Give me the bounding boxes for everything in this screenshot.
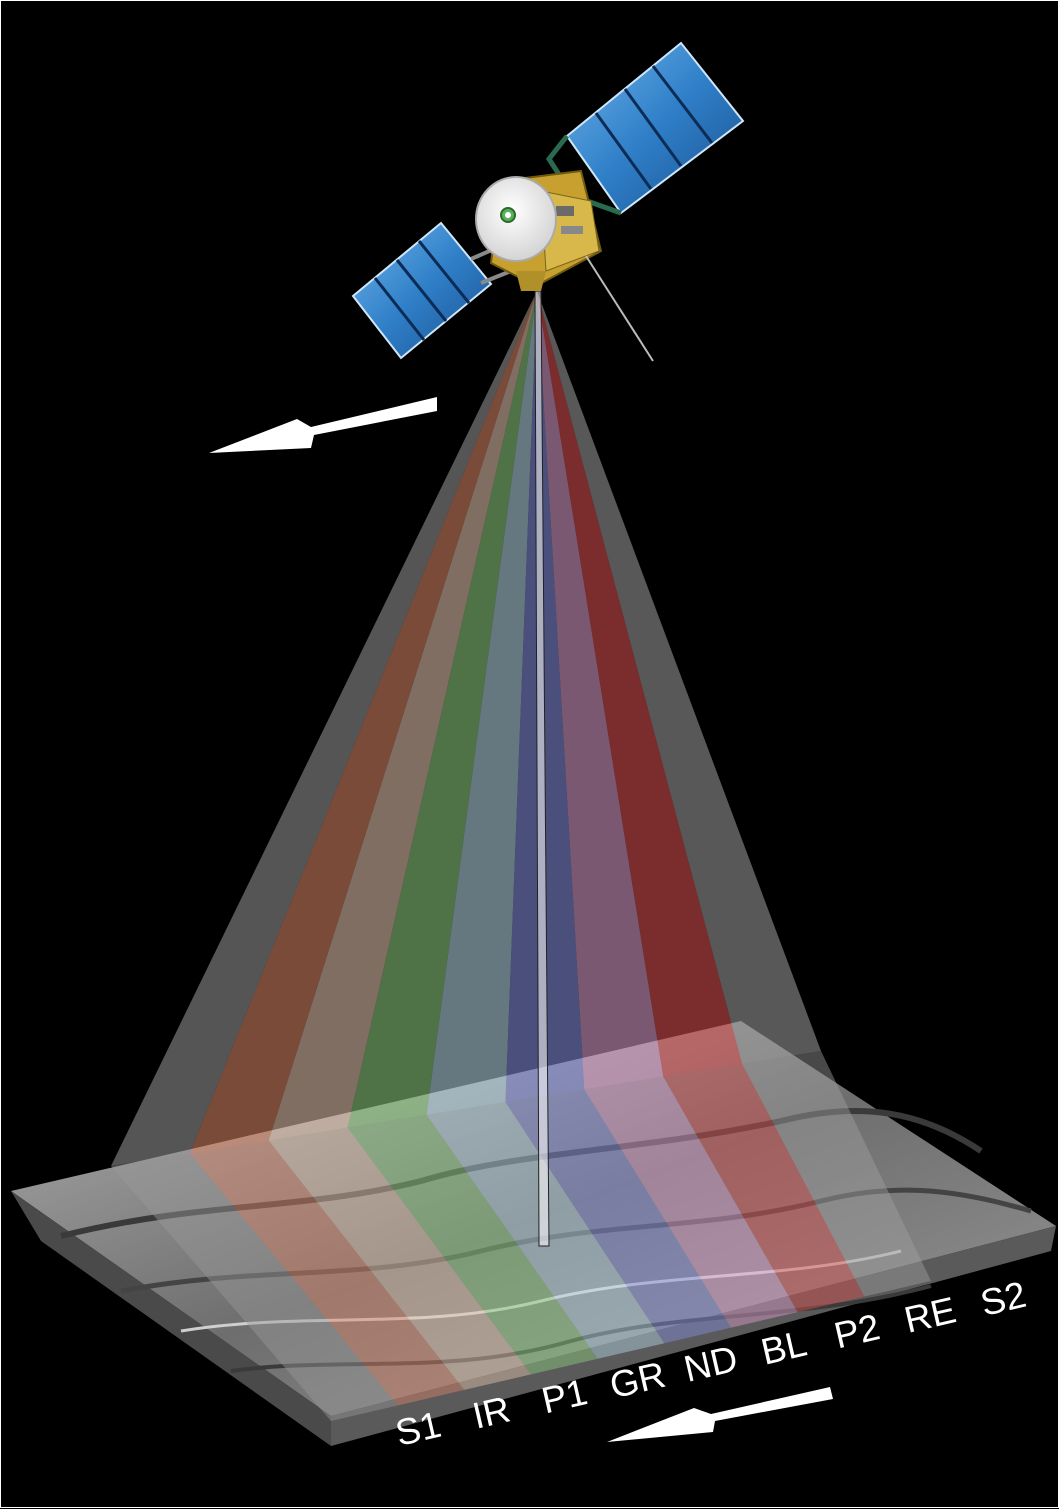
terrain-surface bbox=[11, 1021, 1056, 1446]
label-ir: IR bbox=[469, 1388, 514, 1436]
footprint-bl bbox=[505, 1089, 731, 1344]
left-solar-panel bbox=[351, 221, 512, 360]
label-p1: P1 bbox=[538, 1371, 591, 1421]
beam-p2 bbox=[537, 291, 664, 1090]
channel-beams bbox=[111, 291, 821, 1166]
flight-direction-arrow bbox=[209, 397, 437, 453]
spacecraft bbox=[351, 41, 745, 362]
label-s2: S2 bbox=[977, 1274, 1030, 1324]
channel-footprints bbox=[111, 1051, 931, 1421]
footprint-p1 bbox=[268, 1127, 531, 1390]
footprint-s1 bbox=[111, 1153, 398, 1421]
footprint-gr bbox=[347, 1114, 598, 1375]
beam-gr bbox=[347, 291, 537, 1128]
footprint-re bbox=[663, 1063, 865, 1313]
footprint-ir bbox=[189, 1140, 465, 1406]
beam-nd bbox=[426, 291, 537, 1115]
beam-s2 bbox=[537, 291, 821, 1064]
beam-p1 bbox=[268, 291, 537, 1141]
scan-direction-arrow bbox=[607, 1387, 833, 1442]
beam-re bbox=[537, 291, 743, 1077]
label-re: RE bbox=[900, 1289, 959, 1341]
channel-labels: S1 IR P1 GR ND BL P2 RE S2 bbox=[392, 1274, 1030, 1454]
beam-ir bbox=[189, 291, 537, 1154]
label-p2: P2 bbox=[830, 1306, 883, 1356]
beam-s1 bbox=[111, 291, 537, 1166]
boom-antenna bbox=[585, 255, 654, 362]
footprint-s2 bbox=[742, 1051, 931, 1297]
footprint-p2 bbox=[584, 1076, 798, 1328]
label-s1: S1 bbox=[392, 1404, 445, 1454]
label-bl: BL bbox=[757, 1323, 810, 1373]
antenna-dish bbox=[475, 176, 557, 262]
